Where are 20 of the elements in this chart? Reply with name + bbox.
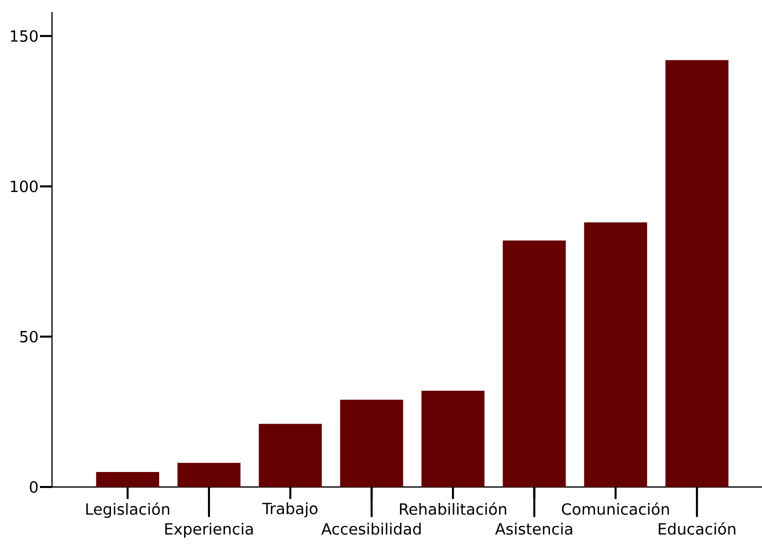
bar xyxy=(584,222,648,487)
bar xyxy=(340,400,404,487)
bar xyxy=(421,390,484,487)
x-tick-label: Rehabilitación xyxy=(400,502,506,515)
bar xyxy=(177,462,240,487)
bar xyxy=(502,240,566,487)
y-tick-label: 100 xyxy=(10,180,38,192)
bar xyxy=(258,424,322,487)
y-tick-label: 0 xyxy=(30,481,38,493)
x-tick-label: Experiencia xyxy=(165,522,253,538)
x-tick-label: Educación xyxy=(658,522,736,535)
x-tick-label: Accesibilidad xyxy=(321,522,421,535)
x-tick-label: Comunicación xyxy=(562,502,669,515)
x-tick-label: Trabajo xyxy=(262,502,318,518)
y-tick-label: 50 xyxy=(20,330,38,343)
x-tick-label: Legislación xyxy=(86,502,170,518)
x-tick-label: Asistencia xyxy=(495,522,572,535)
y-tick-label: 150 xyxy=(10,30,38,42)
bar xyxy=(665,60,728,487)
bar xyxy=(96,472,160,487)
